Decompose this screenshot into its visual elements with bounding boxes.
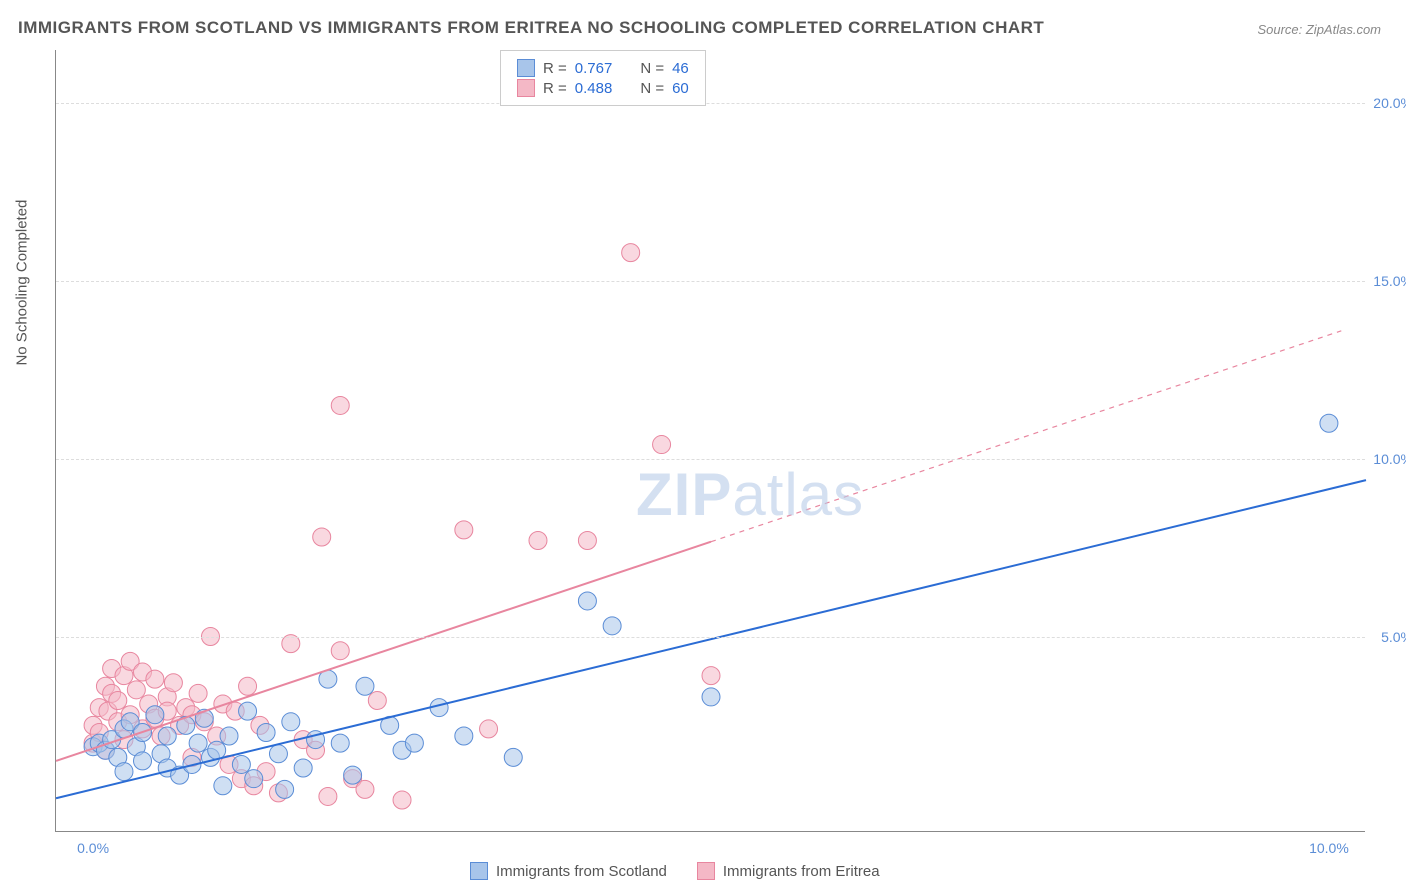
swatch-scotland	[517, 59, 535, 77]
legend-swatch-eritrea	[697, 862, 715, 880]
plot-area: ZIPatlas 5.0%10.0%15.0%20.0%0.0%10.0%	[55, 50, 1365, 832]
grid-line	[56, 637, 1365, 638]
stats-row-eritrea: R = 0.488 N = 60	[517, 79, 689, 97]
x-tick-label: 0.0%	[77, 840, 109, 856]
swatch-eritrea	[517, 79, 535, 97]
n-label: N =	[640, 80, 664, 97]
legend-item-eritrea: Immigrants from Eritrea	[697, 862, 880, 880]
legend-item-scotland: Immigrants from Scotland	[470, 862, 667, 880]
r-value-scotland: 0.767	[575, 60, 613, 77]
legend-label-scotland: Immigrants from Scotland	[496, 863, 667, 880]
x-tick-label: 10.0%	[1309, 840, 1349, 856]
chart-title: IMMIGRANTS FROM SCOTLAND VS IMMIGRANTS F…	[18, 18, 1044, 38]
stats-box: R = 0.767 N = 46 R = 0.488 N = 60	[500, 50, 706, 106]
legend-swatch-scotland	[470, 862, 488, 880]
r-label: R =	[543, 80, 567, 97]
chart-container: IMMIGRANTS FROM SCOTLAND VS IMMIGRANTS F…	[0, 0, 1406, 892]
n-value-eritrea: 60	[672, 80, 689, 97]
grid-line	[56, 103, 1365, 104]
y-tick-label: 20.0%	[1373, 95, 1406, 111]
stats-row-scotland: R = 0.767 N = 46	[517, 59, 689, 77]
y-tick-label: 5.0%	[1381, 629, 1406, 645]
r-value-eritrea: 0.488	[575, 80, 613, 97]
y-axis-title: No Schooling Completed	[14, 200, 31, 366]
y-tick-label: 15.0%	[1373, 273, 1406, 289]
legend-label-eritrea: Immigrants from Eritrea	[723, 863, 880, 880]
y-tick-label: 10.0%	[1373, 451, 1406, 467]
n-label: N =	[640, 60, 664, 77]
plot-svg	[56, 50, 1365, 831]
source-attribution: Source: ZipAtlas.com	[1257, 22, 1381, 37]
bottom-legend: Immigrants from Scotland Immigrants from…	[470, 862, 880, 880]
grid-line	[56, 459, 1365, 460]
n-value-scotland: 46	[672, 60, 689, 77]
grid-line	[56, 281, 1365, 282]
r-label: R =	[543, 60, 567, 77]
